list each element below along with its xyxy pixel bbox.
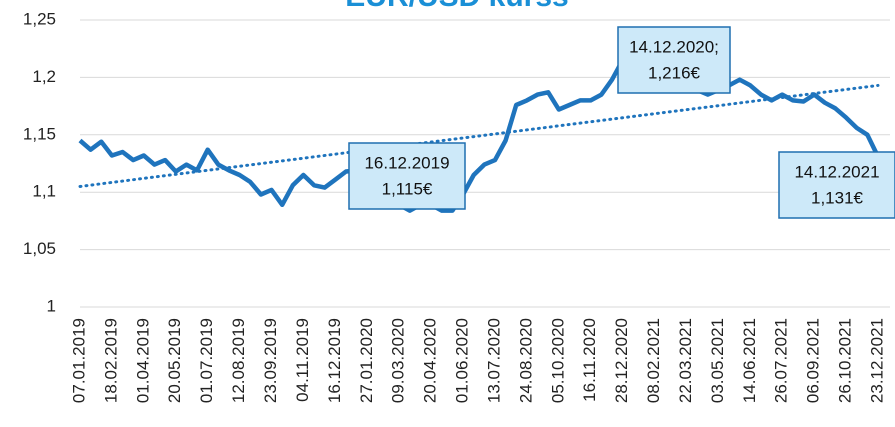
y-tick-label: 1,05 — [23, 239, 56, 258]
x-tick-label: 05.10.2020 — [548, 318, 567, 403]
x-tick-label: 20.04.2020 — [421, 318, 440, 403]
x-tick-label: 23.12.2021 — [867, 318, 886, 403]
x-tick-label: 09.03.2020 — [389, 318, 408, 403]
x-tick-label: 08.02.2021 — [644, 318, 663, 403]
annotation-text: 14.12.2021 — [794, 162, 879, 181]
x-tick-label: 01.06.2020 — [453, 318, 472, 403]
x-tick-label: 26.07.2021 — [772, 318, 791, 403]
x-tick-label: 06.09.2021 — [804, 318, 823, 403]
y-tick-label: 1,25 — [23, 9, 56, 28]
annotation-box — [348, 142, 466, 210]
annotation-box — [617, 26, 731, 94]
annotation-box — [778, 151, 895, 219]
chart-title: EUR/USD kurss — [345, 0, 568, 13]
x-tick-label: 04.11.2019 — [293, 318, 312, 402]
x-tick-label: 27.01.2020 — [357, 318, 376, 403]
x-tick-label: 18.02.2019 — [101, 318, 120, 403]
x-tick-label: 26.10.2021 — [836, 318, 855, 403]
x-tick-label: 23.09.2019 — [261, 318, 280, 403]
x-tick-label: 01.04.2019 — [133, 318, 152, 403]
y-tick-label: 1 — [47, 296, 56, 315]
data-line — [78, 43, 881, 213]
annotation-text: 16.12.2019 — [364, 153, 449, 172]
annotation-text: 1,131€ — [811, 188, 864, 207]
x-tick-label: 24.08.2020 — [516, 318, 535, 403]
x-tick-label: 22.03.2021 — [676, 318, 695, 403]
x-tick-label: 07.01.2019 — [69, 318, 88, 403]
annotation-text: 14.12.2020; — [629, 37, 719, 56]
x-tick-label: 01.07.2019 — [197, 318, 216, 403]
y-tick-label: 1,15 — [23, 124, 56, 143]
x-tick-label: 20.05.2019 — [165, 318, 184, 403]
x-tick-label: 16.12.2019 — [325, 318, 344, 403]
x-tick-label: 03.05.2021 — [708, 318, 727, 403]
trendline — [78, 83, 880, 188]
x-tick-label: 12.08.2019 — [229, 318, 248, 403]
y-tick-label: 1,2 — [32, 67, 56, 86]
annotation-text: 1,115€ — [382, 179, 433, 198]
annotation-text: 1,216€ — [648, 63, 701, 82]
x-tick-label: 13.07.2020 — [484, 318, 503, 403]
y-tick-label: 1,1 — [32, 182, 56, 201]
x-tick-label: 16.11.2020 — [580, 318, 599, 402]
x-tick-label: 14.06.2021 — [740, 318, 759, 403]
x-tick-label: 28.12.2020 — [612, 318, 631, 403]
